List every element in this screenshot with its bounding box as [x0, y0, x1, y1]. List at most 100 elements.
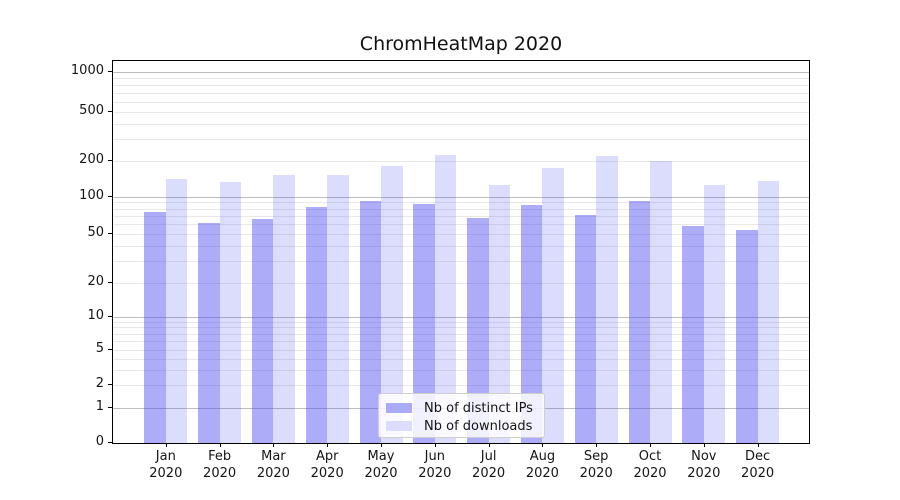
legend-item: Nb of distinct IPs	[379, 399, 544, 417]
bar-nb-of-downloads-sep-2020	[596, 155, 618, 443]
major-gridline	[113, 72, 809, 73]
bar-nb-of-distinct-ips-dec-2020	[736, 230, 758, 443]
legend-swatch-downloads	[386, 421, 412, 431]
bar-nb-of-distinct-ips-apr-2020	[305, 206, 328, 443]
x-tick-label: Jan 2020	[149, 449, 183, 481]
x-tick-mark	[381, 443, 382, 447]
x-tick-label: Oct 2020	[633, 449, 667, 481]
x-tick-label: Dec 2020	[741, 449, 775, 481]
bar-nb-of-distinct-ips-jul-2020	[467, 218, 489, 443]
bar-nb-of-distinct-ips-jan-2020	[144, 211, 166, 443]
bar-nb-of-distinct-ips-mar-2020	[251, 219, 274, 443]
legend-label: Nb of downloads	[424, 418, 533, 434]
minor-gridline	[113, 282, 809, 284]
x-tick-mark	[488, 443, 490, 447]
x-tick-mark	[650, 443, 651, 447]
bar-nb-of-downloads-mar-2020	[273, 174, 295, 443]
plot-area	[112, 60, 810, 444]
minor-gridline	[113, 101, 809, 103]
bar-nb-of-downloads-jun-2020	[434, 155, 457, 443]
minor-gridline	[113, 139, 809, 141]
y-tick-mark	[108, 407, 112, 408]
y-tick-mark	[108, 384, 112, 385]
bar-nb-of-downloads-nov-2020	[703, 184, 726, 443]
y-tick-mark	[108, 349, 112, 350]
minor-gridline	[113, 161, 809, 162]
y-tick-label: 100	[79, 187, 104, 203]
y-tick-mark	[108, 71, 112, 72]
legend-swatch-distinct-ips	[386, 403, 412, 413]
minor-gridline	[113, 246, 809, 248]
minor-gridline	[113, 92, 809, 94]
x-tick-label: Jun 2020	[418, 449, 452, 481]
y-tick-label: 1	[95, 399, 104, 414]
y-tick-mark	[108, 233, 112, 235]
bar-nb-of-downloads-apr-2020	[327, 175, 349, 443]
x-tick-label: May 2020	[364, 449, 398, 481]
major-gridline	[113, 196, 809, 198]
x-tick-mark	[542, 443, 544, 447]
x-tick-label: Mar 2020	[256, 449, 290, 481]
x-tick-label: Jul 2020	[472, 449, 506, 481]
x-tick-label: Apr 2020	[310, 449, 344, 481]
legend: Nb of distinct IPs Nb of downloads	[378, 393, 545, 438]
chart-title: ChromHeatMap 2020	[359, 33, 563, 55]
minor-gridline	[113, 208, 809, 210]
bar-nb-of-downloads-may-2020	[381, 166, 403, 443]
y-tick-mark	[108, 195, 112, 197]
bar-nb-of-distinct-ips-feb-2020	[198, 222, 220, 443]
bar-nb-of-distinct-ips-aug-2020	[520, 204, 543, 443]
x-tick-mark	[219, 443, 221, 447]
x-tick-mark	[434, 443, 436, 447]
minor-gridline	[113, 78, 809, 80]
legend-item: Nb of downloads	[379, 417, 544, 435]
x-tick-mark	[596, 443, 598, 447]
bar-nb-of-distinct-ips-may-2020	[359, 200, 381, 443]
minor-gridline	[113, 385, 809, 386]
minor-gridline	[113, 234, 809, 236]
y-tick-label: 200	[79, 152, 104, 167]
minor-gridline	[113, 123, 809, 125]
major-gridline	[113, 316, 809, 318]
minor-gridline	[113, 341, 809, 343]
y-tick-mark	[108, 442, 112, 443]
bar-nb-of-downloads-jul-2020	[488, 184, 511, 443]
minor-gridline	[113, 321, 809, 323]
y-tick-mark	[108, 111, 112, 112]
minor-gridline	[113, 202, 809, 204]
minor-gridline	[113, 333, 809, 335]
bar-nb-of-distinct-ips-jun-2020	[413, 204, 435, 443]
minor-gridline	[113, 261, 809, 263]
y-tick-mark	[108, 160, 112, 161]
y-tick-mark	[108, 315, 112, 317]
legend-label: Nb of distinct IPs	[424, 400, 533, 416]
y-tick-label: 10	[87, 307, 104, 323]
x-tick-label: Feb 2020	[203, 449, 237, 481]
y-tick-label: 1000	[70, 63, 104, 78]
minor-gridline	[113, 224, 809, 226]
bar-nb-of-downloads-jan-2020	[165, 179, 188, 443]
minor-gridline	[113, 358, 809, 360]
x-tick-mark	[703, 443, 705, 447]
y-tick-label: 20	[87, 273, 104, 289]
x-tick-mark	[273, 443, 275, 447]
y-tick-label: 500	[79, 103, 104, 118]
x-tick-mark	[757, 443, 759, 447]
minor-gridline	[113, 216, 809, 217]
bar-nb-of-downloads-oct-2020	[650, 161, 672, 443]
y-tick-mark	[108, 281, 112, 283]
bar-nb-of-downloads-aug-2020	[542, 167, 564, 443]
y-tick-label: 0	[95, 434, 104, 449]
minor-gridline	[113, 369, 809, 371]
minor-gridline	[113, 112, 809, 113]
x-tick-label: Aug 2020	[525, 449, 559, 481]
minor-gridline	[113, 84, 809, 86]
x-tick-label: Sep 2020	[579, 449, 613, 481]
y-tick-label: 5	[95, 341, 104, 356]
minor-gridline	[113, 350, 809, 351]
bar-nb-of-distinct-ips-nov-2020	[682, 226, 704, 443]
x-tick-label: Nov 2020	[687, 449, 721, 481]
bar-nb-of-distinct-ips-oct-2020	[628, 200, 650, 443]
minor-gridline	[113, 327, 809, 329]
